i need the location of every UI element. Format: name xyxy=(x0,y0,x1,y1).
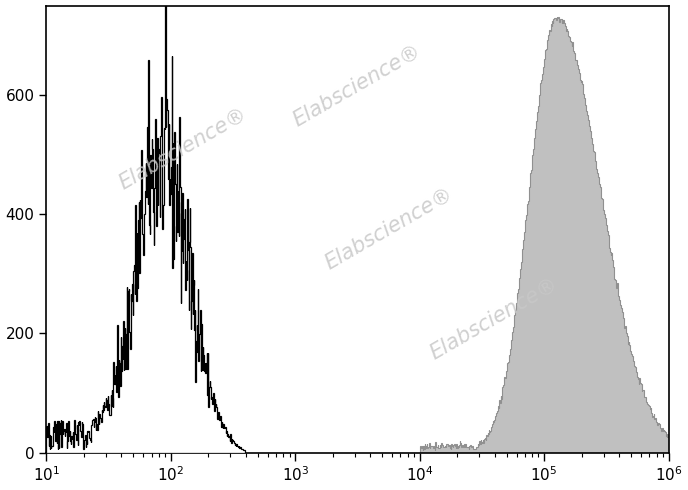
Text: Elabscience®: Elabscience® xyxy=(321,184,456,274)
Text: Elabscience®: Elabscience® xyxy=(290,41,425,131)
Text: Elabscience®: Elabscience® xyxy=(427,274,562,363)
Text: Elabscience®: Elabscience® xyxy=(116,104,251,194)
Polygon shape xyxy=(46,0,246,453)
Polygon shape xyxy=(420,17,669,453)
